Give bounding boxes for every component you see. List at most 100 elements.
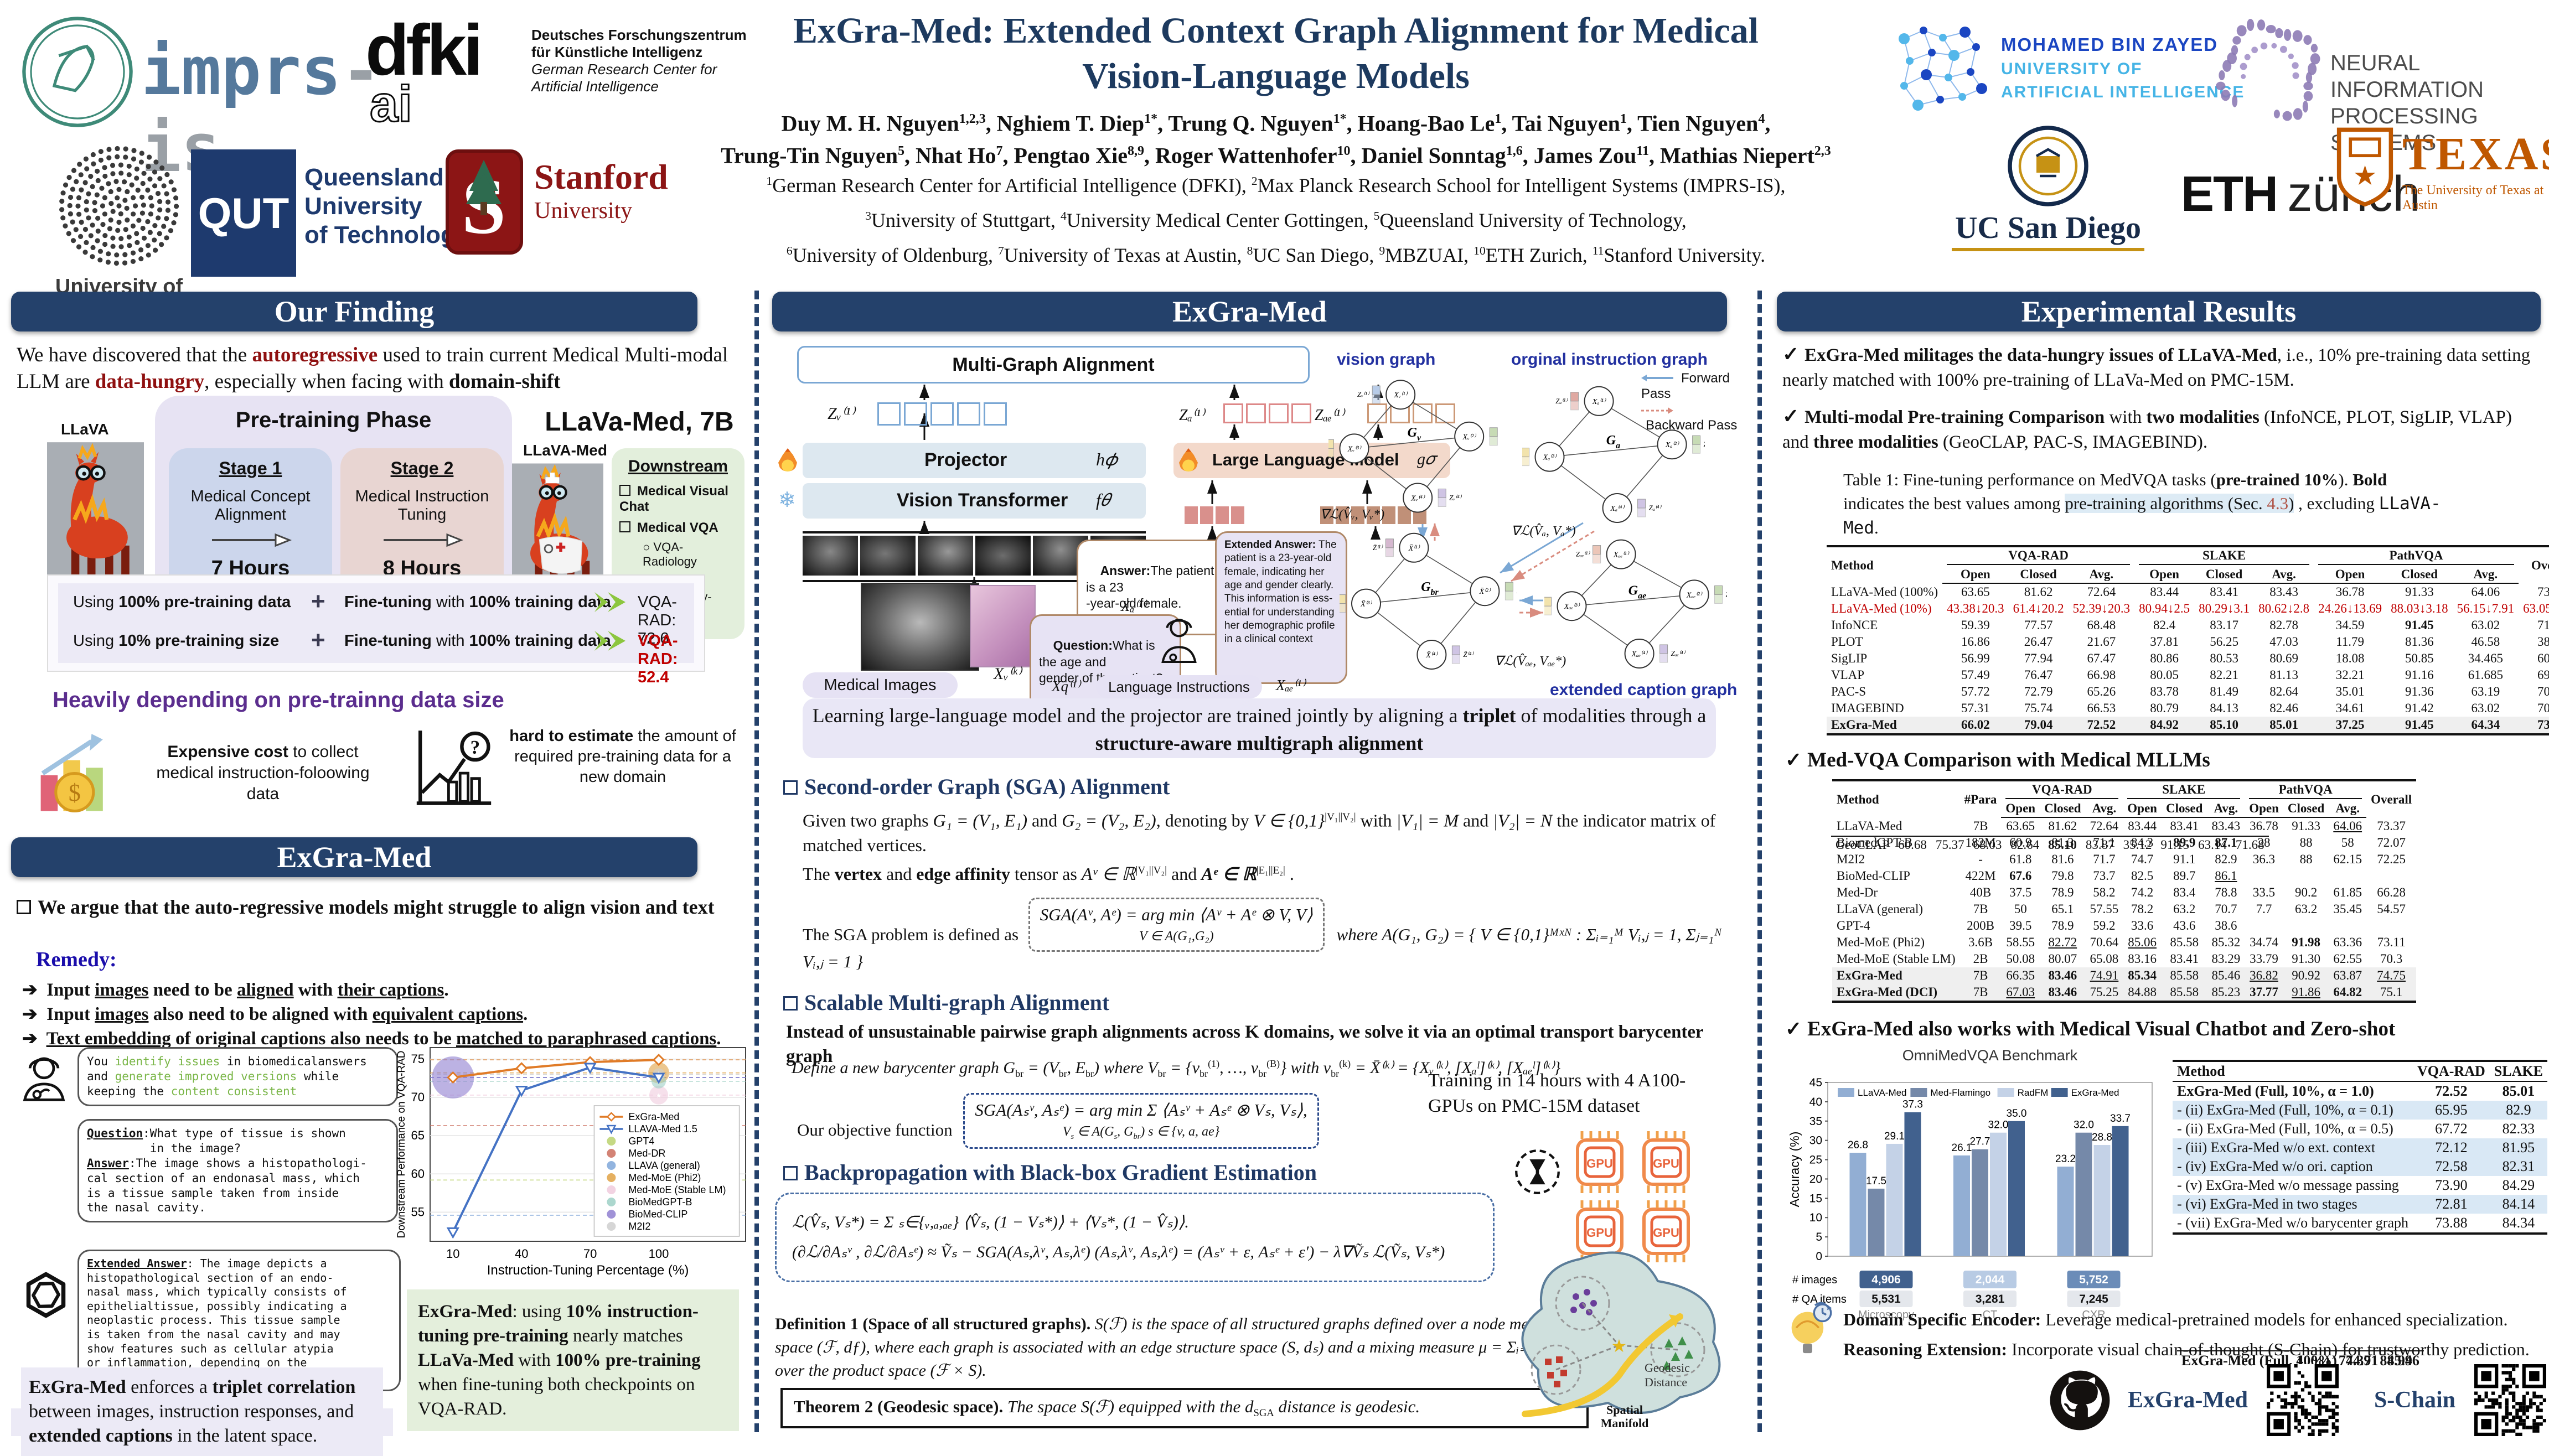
s-chain-qr-code <box>2474 1364 2547 1436</box>
backprop-formula-box: ℒ(V̂ₛ, Vₛ*) = Σ ₛ∈{ᵥ,ₐ,ₐₑ} ⟨V̂ₛ, (1 − Vₛ… <box>775 1193 1495 1282</box>
svg-text:4,906: 4,906 <box>1871 1273 1901 1286</box>
svg-text:3,281: 3,281 <box>1976 1293 2005 1305</box>
svg-text:BioMedGPT-B: BioMedGPT-B <box>628 1196 692 1208</box>
svg-text:26.1: 26.1 <box>1952 1142 1972 1154</box>
svg-text:LLaVA-Med: LLaVA-Med <box>1858 1087 1907 1098</box>
stage1-arrow-icon <box>211 533 292 547</box>
barycenter-text: Define a new barycenter graph Gbr = (Vbr… <box>792 1058 1561 1079</box>
lightbulb-icon <box>1791 1302 1832 1354</box>
svg-text:GPU: GPU <box>1586 1226 1613 1240</box>
finding-paragraph: We have discovered that the autoregressi… <box>17 344 728 393</box>
gradient-ae-label: ∇ℒ(V̂ₐₑ, Vₐₑ*) <box>1495 654 1566 669</box>
gpu-cluster: GPU GPU GPU GPU <box>1566 1129 1699 1267</box>
svg-text:29.1: 29.1 <box>1884 1131 1905 1142</box>
mga-label: Multi-Graph Alignment <box>952 354 1155 375</box>
svg-text:10: 10 <box>446 1247 459 1261</box>
svg-text:Xₐₑ⁽²⁾: Xₐₑ⁽²⁾ <box>1686 591 1703 599</box>
sga-formula-sub: V ∈ A(G₁,G₂) <box>1139 929 1214 944</box>
table1: MethodVQA-RADSLAKEPathVQAOverallOpenClos… <box>1827 545 2549 853</box>
green-chevron-icon <box>594 631 625 651</box>
objective-formula: SGA(Aₛᵛ, Aₛᵉ) = arg min Σ ⟨Aₛᵛ + Aₛᵉ ⊗ V… <box>975 1100 1307 1120</box>
gradient-formula: (∂ℒ/∂Aₛᵛ , ∂ℒ/∂Aₛᵉ) ≈ Ṽₛ − SGA(Aₛ,λᵛ, Aₛ… <box>792 1243 1445 1261</box>
svg-text:37.3: 37.3 <box>1902 1099 1923 1111</box>
column-separator-2 <box>1757 291 1762 1432</box>
chatbot-heading-text: ExGra-Med also works with Medical Visual… <box>1807 1018 2396 1040</box>
svg-text:ExGra-Med: ExGra-Med <box>2071 1087 2119 1098</box>
dfki-logo: dfki ai Deutsches Forschungszentrum für … <box>365 14 747 131</box>
dfki-line: Deutsches Forschungszentrum <box>531 27 747 43</box>
argue-text: We argue that the auto-regressive models… <box>38 896 715 918</box>
vision-graph: GvXᵥ⁽¹⁾Zᵥ⁽¹⁾Xᵥ⁽²⁾Zᵥ⁽²⁾Xᵥ⁽³⁾Zᵥ⁽³⁾Xᵥ⁽⁴⁾Zᵥ⁽… <box>1328 380 1498 513</box>
svg-text:0: 0 <box>1816 1250 1822 1263</box>
svg-text:5: 5 <box>1816 1231 1822 1243</box>
svg-text:GPU: GPU <box>1653 1226 1679 1240</box>
downstream-item: Medical Visual Chat <box>619 484 728 514</box>
results-bullet-2: ✓ Multi-modal Pre-training Comparison wit… <box>1782 404 2541 455</box>
svg-text:OmniMedVQA Benchmark: OmniMedVQA Benchmark <box>1902 1047 2078 1064</box>
estimate-text: hard to estimate the amount of required … <box>509 727 736 786</box>
dfki-ai-wordmark: ai <box>369 76 413 132</box>
stanford-line: Stanford <box>534 157 668 196</box>
objective-prefix: Our objective function <box>797 1120 953 1139</box>
za-tokens <box>1223 403 1311 426</box>
svg-text:32.0: 32.0 <box>1988 1120 2009 1131</box>
forward-pass-arrow-icon <box>1641 375 1673 381</box>
svg-text:Zₐ⁽⁴⁾: Zₐ⁽⁴⁾ <box>1649 504 1662 512</box>
svg-text:Med-DR: Med-DR <box>628 1148 665 1159</box>
estimate-chart-icon: ? <box>416 730 492 805</box>
results-bullet-1-text: ExGra-Med militages the data-hungry issu… <box>1782 345 2531 390</box>
svg-text:Med-MoE (Phi2): Med-MoE (Phi2) <box>628 1172 701 1183</box>
footer-links: ExGra-Med S-Chain <box>2048 1364 2547 1436</box>
projector-box: Projector h𝜙 <box>778 443 1146 478</box>
check-icon: ✓ <box>1782 343 1800 365</box>
svg-text:★: ★ <box>656 1092 662 1100</box>
cost-text: Expensive cost to collect medical instru… <box>156 743 370 803</box>
hourglass-icon <box>1515 1149 1560 1194</box>
svg-text:Distance: Distance <box>1645 1375 1687 1389</box>
exgra-med-center-title: ExGra-Med <box>1172 295 1327 328</box>
remedy-item-1-text: Input images need to be aligned with the… <box>46 980 449 1000</box>
extended-answer-label: Extended Answer: <box>1224 539 1316 551</box>
gpu-icon: GPU <box>1642 1131 1690 1193</box>
medical-images-pill: Medical Images <box>803 672 958 698</box>
svg-text:Zₐₑ⁽²⁾: Zₐₑ⁽²⁾ <box>1726 590 1727 598</box>
xray-large-image <box>861 583 979 671</box>
medvqa-heading-text: Med-VQA Comparison with Medical MLLMs <box>1807 749 2210 771</box>
texas-wordmark: TEXAS <box>2402 128 2549 180</box>
estimate-block: ? hard to estimate the amount of require… <box>410 719 742 819</box>
gpu-icon: GPU <box>1576 1131 1623 1193</box>
title-line-2: Vision-Language Models <box>1082 56 1470 96</box>
pass-legend: Forward Pass Backward Pass <box>1641 371 1738 433</box>
svg-text:X̄⁽³⁾: X̄⁽³⁾ <box>1360 600 1372 609</box>
results-row1-left: Using 100% pre-training data <box>73 593 291 611</box>
vit-symbol: f𝜃 <box>1096 490 1110 510</box>
reasoning-extension-note: Reasoning Extension: Incorporate visual … <box>1843 1339 2530 1359</box>
instruction-graph-label: orginal instruction graph <box>1511 350 1708 369</box>
ucsd-seal-icon <box>2008 126 2088 206</box>
spatial-manifold-figure: ★ Geodesic Distance Spatial Manifold <box>1521 1251 1721 1430</box>
svg-text:70: 70 <box>411 1090 425 1104</box>
ucsd-wordmark: UC San Diego <box>1951 210 2145 251</box>
svg-text:$: $ <box>69 779 81 806</box>
remedy-item-3: ➔ Text embedding of original captions al… <box>22 1029 721 1049</box>
svg-text:40: 40 <box>515 1247 528 1261</box>
svg-text:30: 30 <box>1809 1134 1822 1147</box>
cost-chart-icon: $ <box>40 734 103 813</box>
answer-text: The patient is a 23 -year-old female. <box>1086 563 1214 611</box>
banner-box: Learning large-language model and the pr… <box>803 698 1716 758</box>
svg-text:100: 100 <box>649 1247 669 1261</box>
title-line-1: ExGra-Med: Extended Context Graph Alignm… <box>793 11 1759 51</box>
svg-text:5,531: 5,531 <box>1871 1293 1901 1305</box>
mbzuai-logo: MOHAMED BIN ZAYED UNIVERSITY OF ARTIFICI… <box>1893 22 2243 125</box>
svg-text:15: 15 <box>1809 1192 1822 1205</box>
exgra-med-center-header: ExGra-Med <box>772 292 1727 331</box>
svg-text:GPT4: GPT4 <box>628 1136 654 1147</box>
llm-symbol: g𝜎 <box>1417 450 1436 468</box>
question-text: What is the age and gender of the patien… <box>1039 638 1163 686</box>
backprop-heading: Backpropagation with Black-box Gradient … <box>783 1159 1317 1185</box>
answer-token-chips <box>1185 506 1244 527</box>
stanford-logo: S Stanford University <box>443 147 668 260</box>
ucsd-logo: UC San Diego <box>1932 125 2164 251</box>
scalable-heading-text: Scalable Multi-graph Alignment <box>804 990 1110 1015</box>
remedy-item-2-text: Input images also need to be aligned wit… <box>46 1004 528 1024</box>
